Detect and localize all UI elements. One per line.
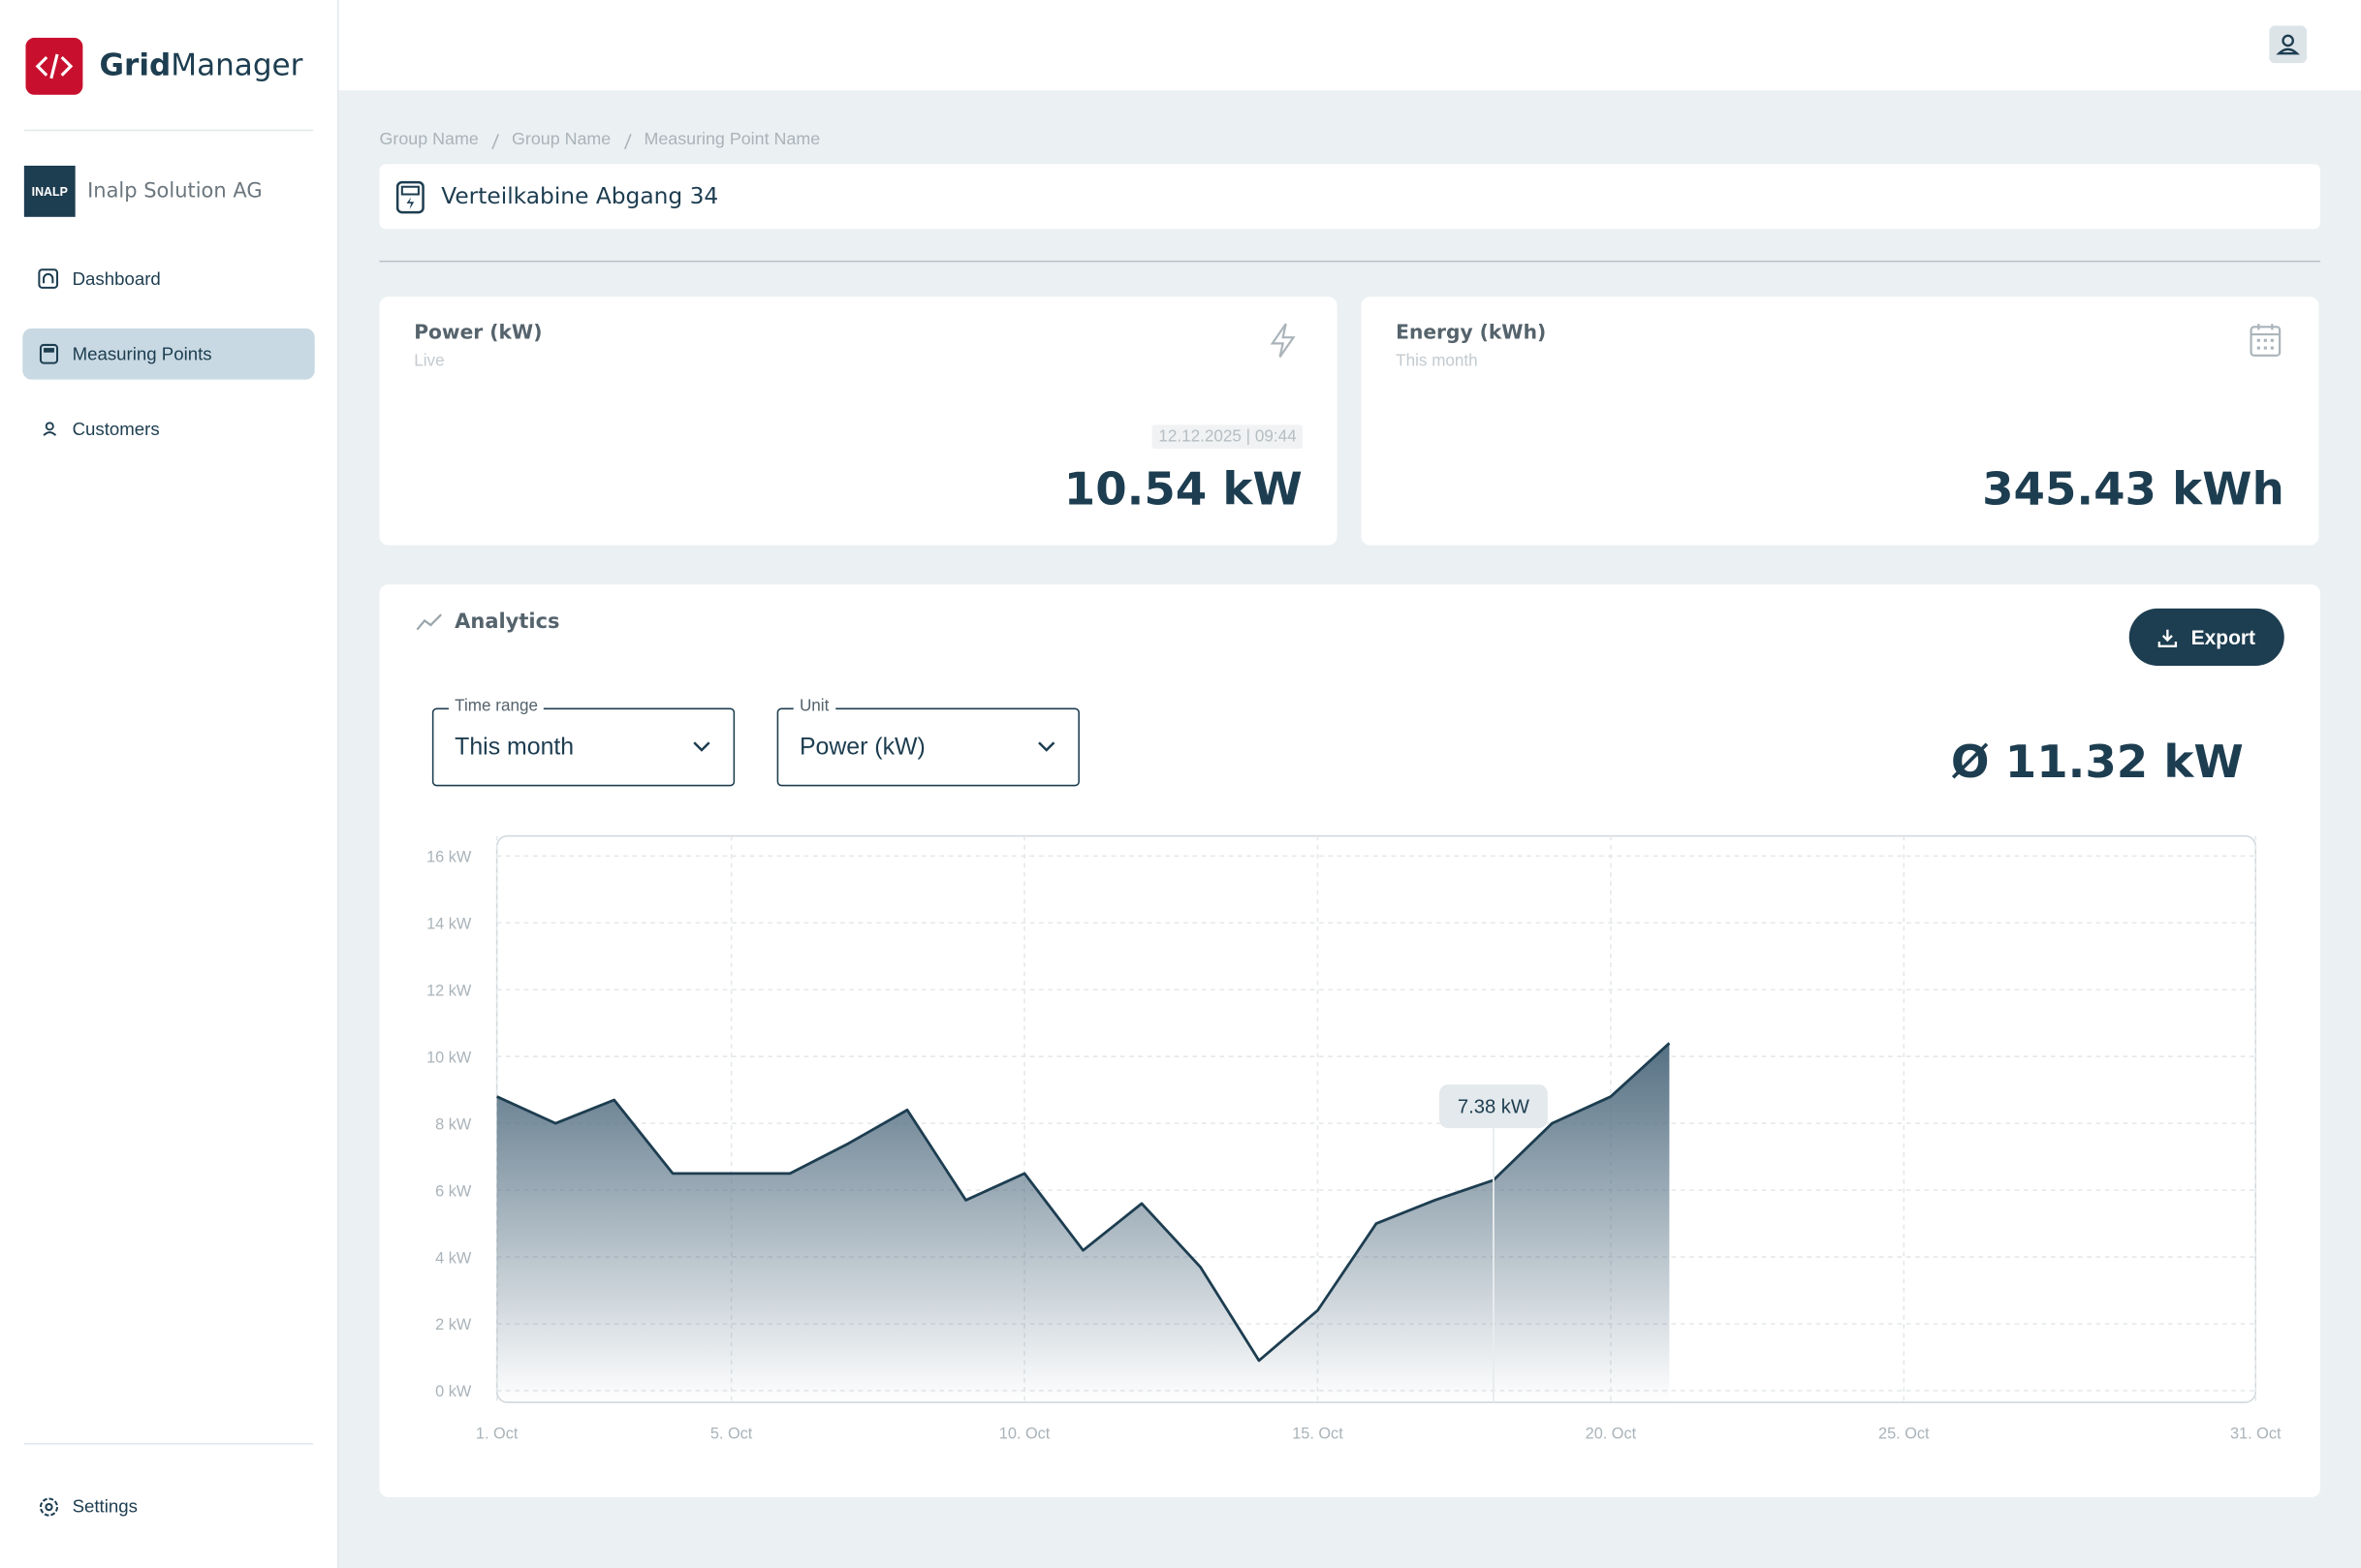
trend-icon — [416, 613, 442, 631]
nav-icon — [38, 268, 59, 289]
divider — [23, 1443, 314, 1445]
section-title: Analytics — [455, 610, 560, 635]
nav-label: Measuring Points — [72, 343, 212, 365]
select-value: Power (kW) — [799, 735, 926, 761]
x-tick-label: 20. Oct — [1586, 1425, 1637, 1442]
divider — [23, 129, 314, 132]
y-tick-label: 8 kW — [435, 1115, 472, 1133]
tooltip-text: 7.38 kW — [1458, 1097, 1529, 1118]
breadcrumb-item[interactable]: Group Name — [511, 131, 612, 149]
nav-label: Customers — [72, 419, 160, 440]
logo-icon — [25, 37, 83, 95]
divider — [379, 260, 2321, 263]
top-bar — [338, 0, 2361, 91]
card-subtitle: Live — [414, 352, 445, 371]
y-tick-label: 12 kW — [426, 982, 472, 999]
x-tick-label: 10. Oct — [999, 1425, 1051, 1442]
breadcrumb-item[interactable]: Group Name — [379, 131, 479, 149]
x-tick-label: 15. Oct — [1292, 1425, 1343, 1442]
select-value: This month — [455, 735, 575, 761]
card-title: Power (kW) — [414, 322, 543, 345]
export-button[interactable]: Export — [2128, 608, 2284, 667]
settings-icon — [39, 1497, 59, 1517]
line — [496, 1042, 1671, 1363]
calendar-icon — [2250, 324, 2282, 357]
power-card: Power (kW) Live 12.12.2025 | 09:44 10.54… — [379, 297, 1338, 546]
button-label: Export — [2190, 625, 2256, 649]
breadcrumb-item: Measuring Point Name — [644, 131, 821, 149]
nav-icon — [43, 422, 57, 436]
select-label: Unit — [793, 697, 835, 716]
y-tick-label: 4 kW — [435, 1249, 472, 1267]
brand-light: Manager — [171, 47, 303, 83]
card-subtitle: This month — [1396, 352, 1478, 371]
y-tick-label: 6 kW — [435, 1182, 472, 1200]
sidebar: GridManager INALP Inalp Solution AG Dash… — [0, 0, 339, 1568]
card-value: 345.43 kWh — [1982, 463, 2284, 517]
energy-card: Energy (kWh) This month 345.43 kWh — [1361, 297, 2319, 546]
settings-item[interactable]: Settings — [22, 1481, 314, 1532]
chevron — [693, 741, 710, 752]
time-range-select[interactable]: Time range This month — [431, 697, 736, 787]
title-bar: Verteilkabine Abgang 34 — [379, 164, 2321, 230]
area — [496, 1043, 1670, 1403]
page-title: Verteilkabine Abgang 34 — [441, 182, 719, 210]
meter-icon — [395, 180, 425, 214]
y-tick-label: 10 kW — [426, 1049, 472, 1066]
tooltip-box — [1439, 1084, 1548, 1129]
y-tick-label: 2 kW — [435, 1316, 472, 1333]
breadcrumb: Group Name Group Name Measuring Point Na… — [379, 131, 820, 150]
y-tick-label: 0 kW — [435, 1383, 472, 1400]
x-tick-label: 25. Oct — [1878, 1425, 1930, 1442]
nav-item[interactable]: Dashboard — [22, 253, 314, 304]
nav-item[interactable]: Customers — [22, 404, 314, 455]
x-tick-label: 31. Oct — [2230, 1425, 2282, 1442]
download-icon — [2157, 628, 2178, 647]
x-tick-label: 5. Oct — [710, 1425, 753, 1442]
nav-label: Dashboard — [72, 267, 161, 290]
breadcrumb-separator — [491, 134, 499, 150]
brand-bold: Grid — [99, 47, 172, 83]
y-tick-label: 14 kW — [426, 915, 472, 932]
timestamp: 12.12.2025 | 09:44 — [1152, 424, 1303, 450]
org-name: Inalp Solution AG — [87, 178, 263, 204]
nav-item[interactable]: Measuring Points — [22, 328, 315, 380]
org-logo: INALP — [23, 165, 76, 217]
nav-icon — [39, 343, 59, 364]
card-value: 10.54 kW — [1063, 463, 1303, 517]
brand: GridManager — [100, 47, 303, 82]
x-tick-label: 1. Oct — [476, 1425, 519, 1442]
nav-label: Settings — [72, 1495, 138, 1518]
y-tick-label: 16 kW — [426, 849, 472, 866]
user-button[interactable] — [2269, 25, 2308, 64]
chevron — [1038, 741, 1055, 752]
select-label: Time range — [448, 697, 545, 716]
card-title: Energy (kWh) — [1396, 322, 1547, 345]
unit-select[interactable]: Unit Power (kW) — [776, 697, 1080, 787]
bolt-icon — [1270, 323, 1296, 358]
average-value: Ø 11.32 kW — [1950, 737, 2244, 790]
breadcrumb-separator — [623, 134, 632, 150]
